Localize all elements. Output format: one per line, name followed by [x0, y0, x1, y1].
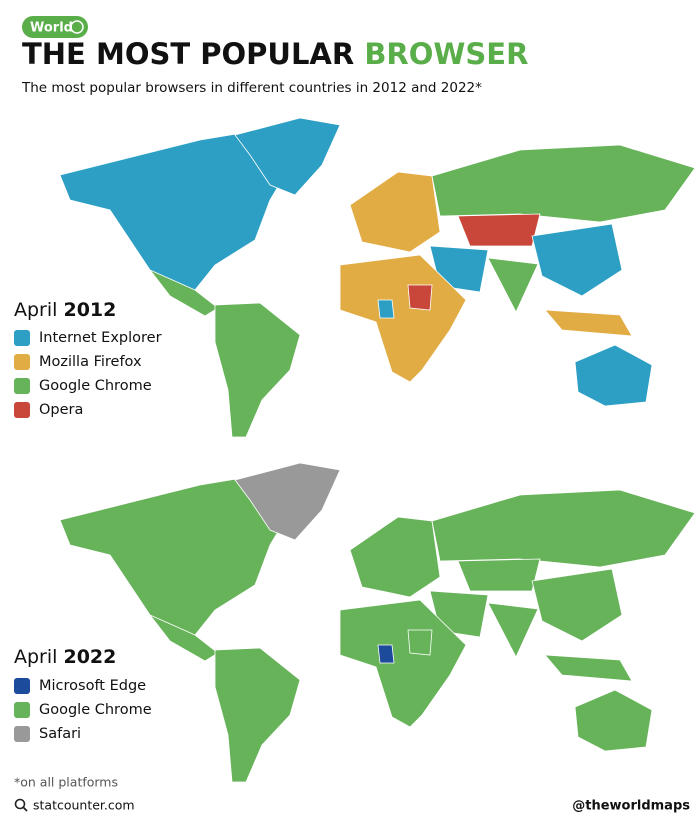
- badge-text: World: [30, 21, 73, 36]
- central-america: [149, 614, 219, 662]
- search-icon: [14, 798, 26, 810]
- europe: [349, 516, 441, 598]
- legend-swatch: [14, 354, 30, 370]
- south-america: [214, 302, 301, 438]
- north-america: [59, 129, 301, 296]
- greenland: [234, 117, 341, 196]
- world-map: [59, 117, 696, 438]
- africa-east: [407, 284, 433, 311]
- legend-swatch: [14, 378, 30, 394]
- legend-label: Google Chrome: [39, 378, 152, 394]
- search-icon-handle: [22, 806, 28, 812]
- legend-label: Microsoft Edge: [39, 678, 146, 694]
- east-asia: [531, 223, 623, 297]
- legend-swatch: [14, 678, 30, 694]
- badge: [22, 16, 88, 38]
- legend-swatch: [14, 330, 30, 346]
- title-main: THE MOST POPULAR: [22, 37, 354, 71]
- europe: [349, 171, 441, 253]
- source: statcounter.com: [33, 798, 135, 813]
- legend-label: Mozilla Firefox: [39, 354, 142, 370]
- east-asia: [531, 568, 623, 642]
- credit: @theworldmaps: [572, 799, 690, 814]
- central-asia: [457, 213, 541, 247]
- legend-year: 2012: [63, 299, 116, 321]
- africa: [339, 254, 467, 383]
- footnote: *on all platforms: [14, 775, 118, 790]
- south-america: [214, 647, 301, 783]
- legend-prefix: April: [14, 646, 57, 668]
- legend-swatch: [14, 702, 30, 718]
- central-asia: [457, 558, 541, 592]
- legend-label: Internet Explorer: [39, 330, 162, 346]
- south-asia: [487, 257, 539, 313]
- legend-title: April 2012: [14, 299, 116, 321]
- africa-west: [377, 299, 395, 319]
- north-asia: [431, 489, 696, 568]
- australia: [574, 344, 653, 407]
- title-accent: BROWSER: [364, 37, 528, 71]
- legend-swatch: [14, 402, 30, 418]
- north-asia: [431, 144, 696, 223]
- australia: [574, 689, 653, 752]
- globe-icon: [70, 20, 84, 34]
- south-asia: [487, 602, 539, 658]
- subtitle: The most popular browsers in different c…: [21, 80, 482, 96]
- legend-title: April 2022: [14, 646, 116, 668]
- legend-swatch: [14, 726, 30, 742]
- north-america: [59, 474, 301, 641]
- legend-year: 2022: [63, 646, 116, 668]
- africa-east: [407, 629, 433, 656]
- southeast-asia: [544, 654, 633, 682]
- title: THE MOST POPULAR BROWSER: [22, 37, 528, 71]
- legend-label: Opera: [39, 402, 83, 418]
- legend-label: Safari: [39, 726, 81, 742]
- africa: [339, 599, 467, 728]
- africa-west: [377, 644, 395, 664]
- central-america: [149, 269, 219, 317]
- southeast-asia: [544, 309, 633, 337]
- greenland: [234, 462, 341, 541]
- legend-prefix: April: [14, 299, 57, 321]
- world-map: [59, 462, 696, 783]
- legend-label: Google Chrome: [39, 702, 152, 718]
